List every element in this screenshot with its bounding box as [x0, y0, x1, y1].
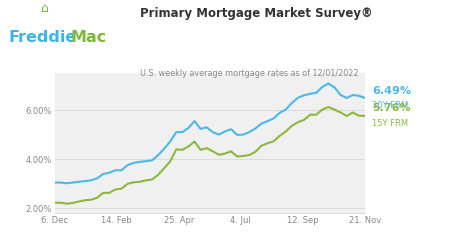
Text: Freddie: Freddie: [9, 30, 77, 45]
Text: U.S. weekly average mortgage rates as of 12/01/2022: U.S. weekly average mortgage rates as of…: [140, 69, 358, 78]
Text: ⌂: ⌂: [40, 2, 48, 15]
Text: 30Y FRM: 30Y FRM: [372, 101, 408, 110]
Text: Mac: Mac: [70, 30, 106, 45]
Text: 6.49%: 6.49%: [372, 86, 411, 95]
Text: 15Y FRM: 15Y FRM: [372, 119, 408, 128]
Text: 5.76%: 5.76%: [372, 103, 410, 114]
Text: Primary Mortgage Market Survey®: Primary Mortgage Market Survey®: [140, 7, 373, 20]
